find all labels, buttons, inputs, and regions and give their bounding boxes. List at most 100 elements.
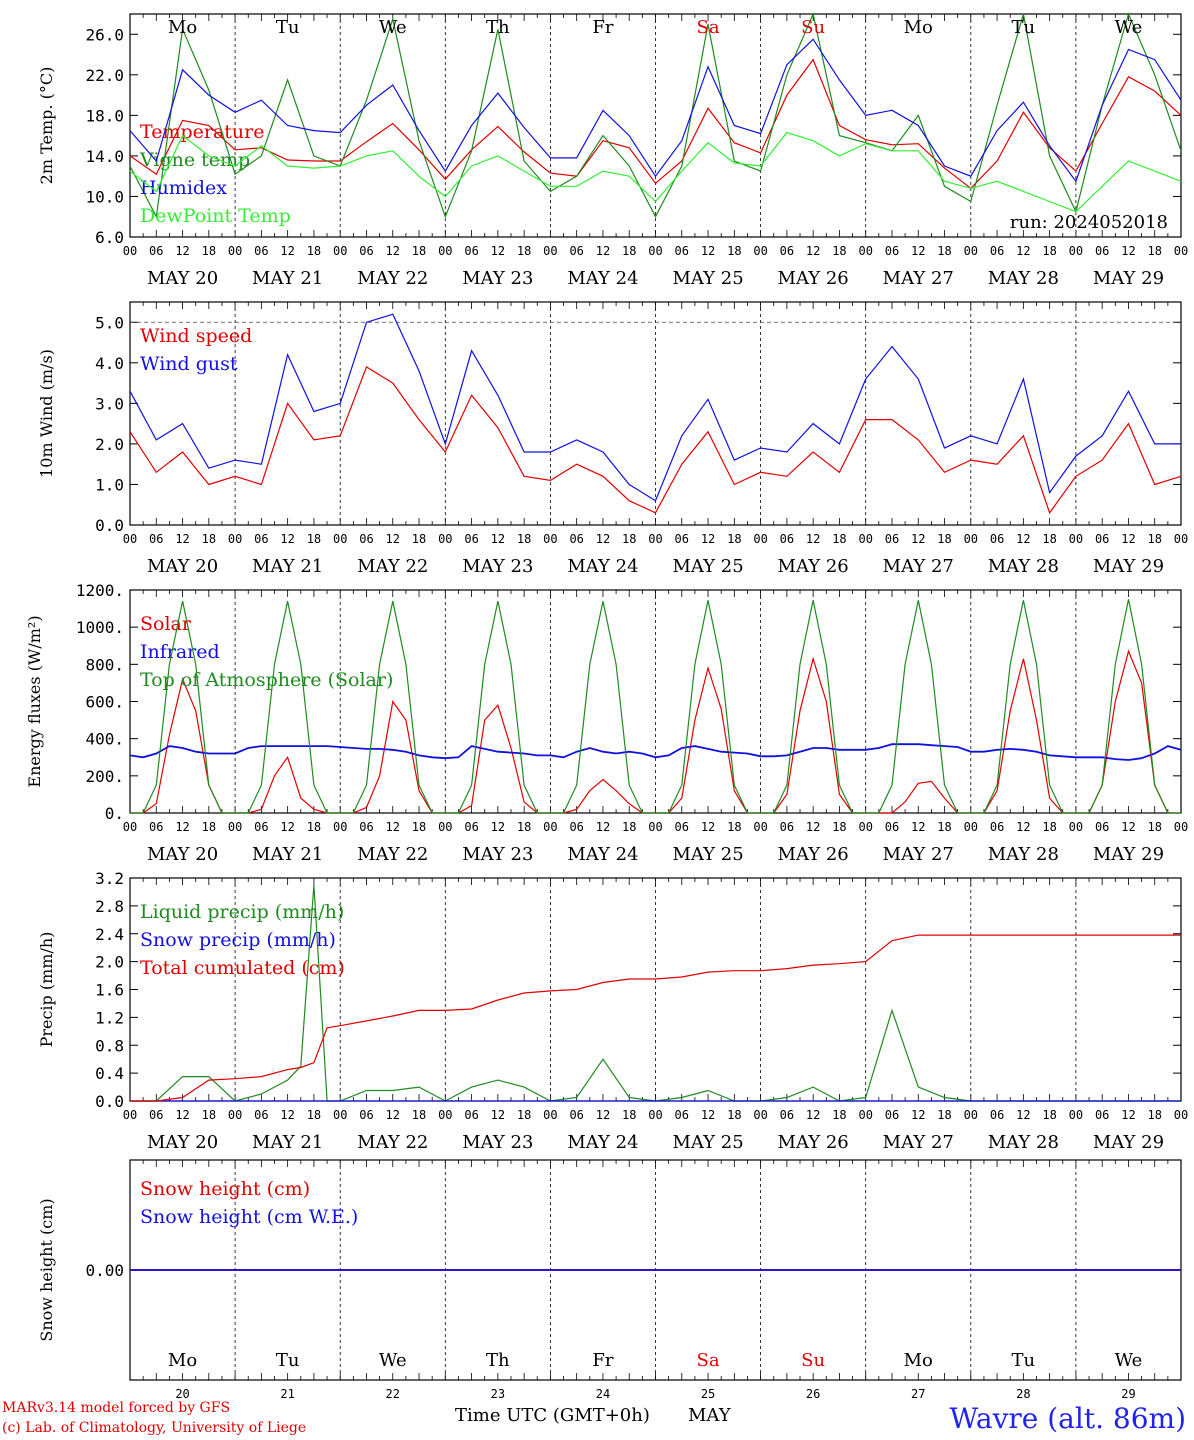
weekday-label: We bbox=[379, 1350, 407, 1371]
date-label: MAY 26 bbox=[778, 1132, 849, 1153]
date-label: MAY 24 bbox=[567, 268, 638, 289]
hour-tick-label: 06 bbox=[990, 244, 1004, 258]
date-label: MAY 22 bbox=[357, 844, 428, 865]
hour-tick-label: 18 bbox=[307, 244, 321, 258]
hour-tick-label: 06 bbox=[149, 532, 163, 546]
day-number-label: 23 bbox=[491, 1387, 505, 1401]
hour-tick-label: 18 bbox=[1147, 820, 1161, 834]
date-label: MAY 25 bbox=[672, 1132, 743, 1153]
hour-tick-label: 12 bbox=[386, 820, 400, 834]
hour-tick-label: 12 bbox=[806, 244, 820, 258]
hour-tick-label: 12 bbox=[1121, 1108, 1135, 1122]
hour-tick-label: 00 bbox=[123, 532, 137, 546]
hour-tick-label: 00 bbox=[964, 532, 978, 546]
date-label: MAY 24 bbox=[567, 1132, 638, 1153]
hour-tick-label: 00 bbox=[1174, 244, 1188, 258]
hour-tick-label: 12 bbox=[1121, 532, 1135, 546]
hour-tick-label: 00 bbox=[543, 532, 557, 546]
hour-tick-label: 06 bbox=[780, 244, 794, 258]
weekday-label: We bbox=[1115, 1350, 1143, 1371]
plot-frame bbox=[129, 301, 1182, 526]
hour-tick-label: 00 bbox=[858, 820, 872, 834]
panel-4: 0.0 0.4 0.8 1.2 1.6 2.0 2.4 2.8 3.2 Precip (mm/h)… bbox=[37, 869, 1188, 1153]
hour-tick-label: 12 bbox=[491, 532, 505, 546]
plot-frame bbox=[129, 589, 1182, 814]
date-label: MAY 20 bbox=[147, 268, 218, 289]
y-tick-label: 2.4 bbox=[95, 925, 124, 944]
hour-tick-label: 00 bbox=[543, 1108, 557, 1122]
hour-tick-label: 06 bbox=[675, 244, 689, 258]
hour-tick-label: 12 bbox=[806, 1108, 820, 1122]
date-label: MAY 21 bbox=[252, 1132, 323, 1153]
hour-tick-label: 06 bbox=[464, 532, 478, 546]
hour-tick-label: 18 bbox=[202, 244, 216, 258]
legend-entry: Humidex bbox=[140, 177, 227, 199]
footer: MARv3.14 model forced by GFS (c) Lab. of… bbox=[0, 1400, 1194, 1440]
hour-tick-label: 18 bbox=[202, 1108, 216, 1122]
hour-tick-label: 00 bbox=[1069, 532, 1083, 546]
hour-tick-label: 18 bbox=[1147, 244, 1161, 258]
legend-entry: Solar bbox=[140, 613, 192, 635]
date-label: MAY 20 bbox=[147, 556, 218, 577]
hour-tick-label: 06 bbox=[569, 532, 583, 546]
hour-tick-label: 06 bbox=[149, 1108, 163, 1122]
hour-tick-label: 06 bbox=[675, 1108, 689, 1122]
hour-tick-label: 06 bbox=[149, 820, 163, 834]
date-label: MAY 29 bbox=[1093, 268, 1164, 289]
hour-tick-label: 00 bbox=[753, 244, 767, 258]
hour-tick-label: 00 bbox=[858, 532, 872, 546]
y-tick-label: 2.0 bbox=[95, 435, 124, 454]
hour-tick-label: 12 bbox=[701, 820, 715, 834]
day-number-label: 22 bbox=[386, 1387, 400, 1401]
hour-tick-label: 18 bbox=[622, 1108, 636, 1122]
hour-tick-label: 00 bbox=[753, 532, 767, 546]
hour-tick-label: 18 bbox=[937, 532, 951, 546]
hour-tick-label: 18 bbox=[1147, 1108, 1161, 1122]
hour-tick-label: 06 bbox=[359, 820, 373, 834]
weekday-label: Su bbox=[801, 1350, 825, 1371]
legend-entry: DewPoint Temp bbox=[140, 205, 291, 227]
lab-credit: (c) Lab. of Climatology, University of L… bbox=[2, 1420, 307, 1436]
hour-tick-label: 06 bbox=[359, 1108, 373, 1122]
hour-tick-label: 12 bbox=[1016, 1108, 1030, 1122]
hour-tick-label: 00 bbox=[228, 532, 242, 546]
y-tick-label: 0.8 bbox=[95, 1036, 124, 1055]
series-line-wind-gust bbox=[129, 313, 1181, 502]
hour-tick-label: 12 bbox=[280, 532, 294, 546]
hour-tick-label: 18 bbox=[307, 532, 321, 546]
date-label: MAY 29 bbox=[1093, 556, 1164, 577]
hour-tick-label: 12 bbox=[386, 532, 400, 546]
hour-tick-label: 18 bbox=[622, 820, 636, 834]
hour-tick-label: 18 bbox=[412, 532, 426, 546]
day-number-label: 29 bbox=[1121, 1387, 1135, 1401]
hour-tick-label: 06 bbox=[780, 532, 794, 546]
hour-tick-label: 12 bbox=[491, 1108, 505, 1122]
hour-tick-label: 06 bbox=[885, 1108, 899, 1122]
hour-tick-label: 00 bbox=[648, 532, 662, 546]
hour-tick-label: 12 bbox=[911, 532, 925, 546]
hour-tick-label: 18 bbox=[832, 1108, 846, 1122]
x-axis-title: Time UTC (GMT+0h) bbox=[455, 1405, 650, 1426]
hour-tick-label: 00 bbox=[543, 244, 557, 258]
hour-tick-label: 18 bbox=[1042, 244, 1056, 258]
weekday-label: Mo bbox=[168, 1350, 197, 1371]
y-axis-label: 10m Wind (m/s) bbox=[37, 349, 56, 478]
hour-tick-label: 12 bbox=[1016, 820, 1030, 834]
hour-tick-label: 12 bbox=[806, 820, 820, 834]
hour-tick-label: 00 bbox=[1174, 532, 1188, 546]
legend-entry: Temperature bbox=[140, 121, 264, 143]
y-tick-label: 0. bbox=[105, 804, 124, 823]
hour-tick-label: 06 bbox=[675, 820, 689, 834]
hour-tick-label: 12 bbox=[1016, 532, 1030, 546]
hour-tick-label: 06 bbox=[885, 820, 899, 834]
y-tick-label: 800. bbox=[85, 655, 124, 674]
y-axis-label: Snow height (cm) bbox=[37, 1198, 56, 1341]
date-label: MAY 21 bbox=[252, 556, 323, 577]
hour-tick-label: 06 bbox=[569, 820, 583, 834]
y-tick-label: 0.4 bbox=[95, 1064, 124, 1083]
hour-tick-label: 06 bbox=[885, 532, 899, 546]
hour-tick-label: 06 bbox=[464, 820, 478, 834]
weekday-label: Tu bbox=[276, 1350, 300, 1371]
series-line-dewpoint-temp bbox=[129, 131, 1182, 213]
hour-tick-label: 12 bbox=[280, 820, 294, 834]
